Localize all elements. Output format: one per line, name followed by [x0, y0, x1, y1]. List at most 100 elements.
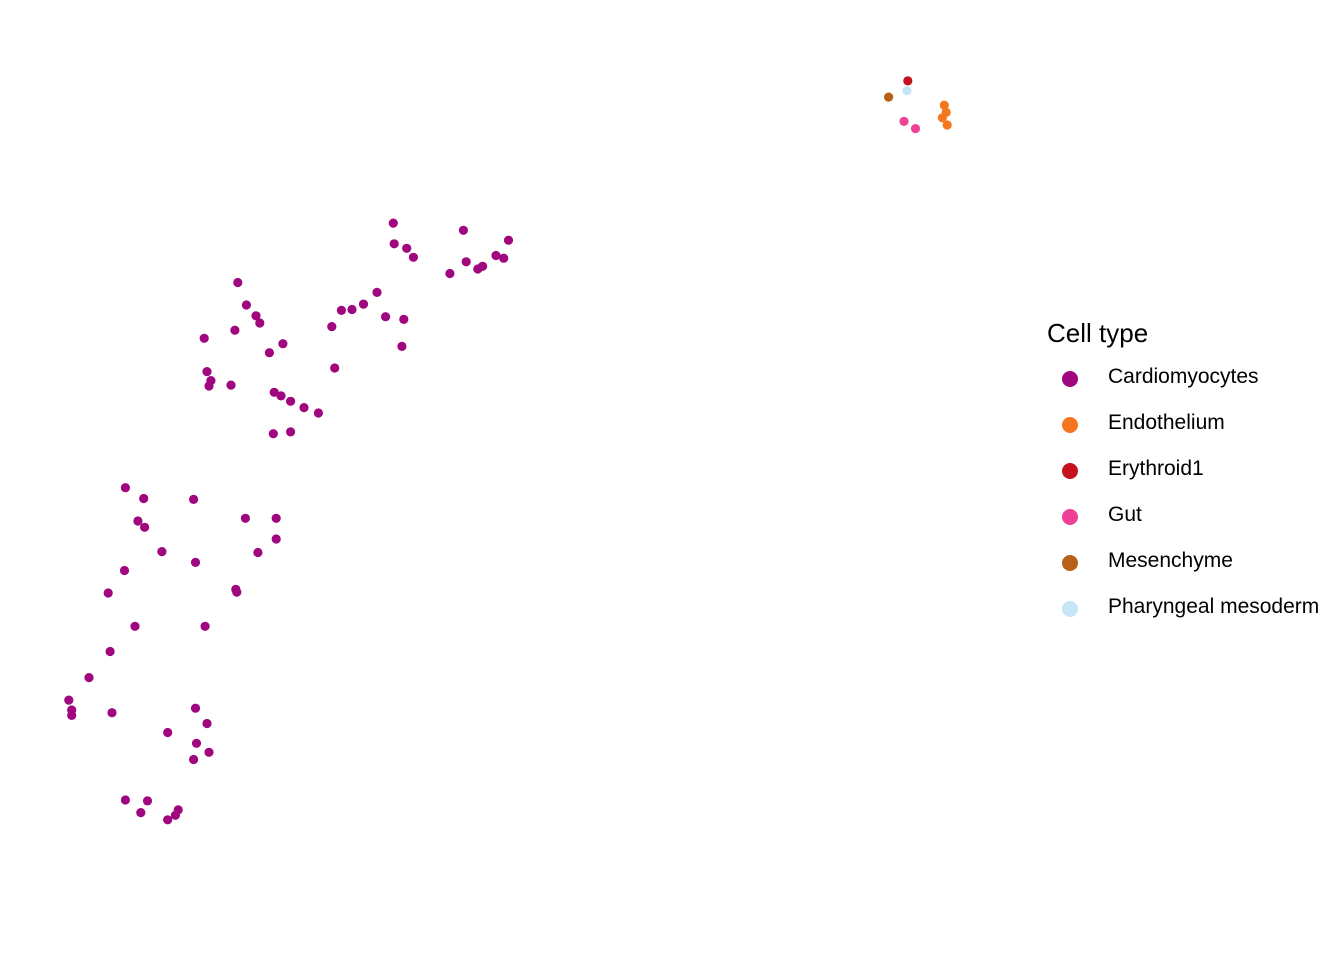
data-point: [902, 86, 912, 96]
series-pharyngeal-mesoderm: [902, 86, 912, 96]
data-point: [381, 312, 391, 322]
data-point: [278, 339, 288, 349]
data-point: [200, 621, 210, 631]
data-point: [271, 513, 281, 523]
data-point: [191, 738, 202, 748]
data-point: [408, 252, 418, 262]
data-point: [884, 92, 894, 102]
data-point: [226, 380, 236, 390]
data-point: [233, 277, 243, 288]
data-point: [286, 427, 296, 437]
data-point: [388, 218, 398, 228]
data-point: [939, 100, 949, 110]
data-point: [107, 708, 117, 718]
series-erythroid1: [903, 76, 913, 86]
data-point: [190, 557, 201, 568]
data-point: [937, 113, 948, 123]
data-point: [402, 243, 412, 253]
data-point: [139, 493, 149, 504]
data-point: [372, 287, 382, 297]
data-point: [358, 299, 369, 309]
data-point: [133, 516, 143, 526]
data-point: [170, 810, 180, 820]
data-point: [232, 587, 242, 597]
data-point: [313, 408, 323, 418]
data-point: [189, 754, 199, 765]
legend-key-dot: [1062, 555, 1078, 571]
data-point: [157, 547, 167, 557]
legend-key-dot: [1062, 509, 1078, 525]
legend-label: Pharyngeal mesoderm: [1108, 595, 1320, 618]
data-point: [397, 341, 407, 351]
data-point: [240, 513, 250, 523]
legend-item: Endothelium: [1047, 407, 1225, 453]
data-point: [163, 815, 173, 825]
legend-label: Cardiomyocytes: [1108, 365, 1259, 388]
legend-key-dot: [1062, 371, 1078, 387]
data-point: [299, 403, 309, 413]
series-gut: [899, 116, 921, 134]
points-layer: [64, 76, 952, 825]
data-point: [140, 522, 150, 532]
legend-label: Gut: [1108, 503, 1142, 526]
data-point: [458, 225, 468, 235]
data-point: [276, 391, 286, 401]
data-point: [230, 325, 240, 335]
series-cardiomyocytes: [64, 218, 514, 825]
data-point: [445, 268, 455, 279]
data-point: [142, 796, 153, 806]
data-point: [286, 396, 296, 406]
data-point: [202, 367, 212, 377]
data-point: [473, 264, 483, 274]
data-point: [499, 253, 509, 263]
data-point: [163, 727, 173, 738]
legend-key-dot: [1062, 417, 1078, 433]
data-point: [120, 795, 130, 805]
series-mesenchyme: [884, 92, 894, 102]
data-point: [119, 565, 130, 576]
data-point: [190, 703, 201, 713]
legend-item: Erythroid1: [1047, 453, 1204, 499]
data-point: [241, 300, 251, 310]
data-point: [269, 387, 279, 397]
legend-item: Mesenchyme: [1047, 545, 1233, 591]
series-endothelium: [937, 100, 952, 130]
data-point: [268, 429, 278, 439]
data-point: [105, 646, 115, 657]
legend-item: Cardiomyocytes: [1047, 361, 1259, 407]
data-point: [103, 588, 113, 598]
data-point: [503, 235, 514, 245]
data-point: [264, 348, 274, 358]
legend-label: Erythroid1: [1108, 457, 1204, 480]
data-point: [389, 239, 399, 249]
data-point: [64, 695, 74, 705]
data-point: [942, 120, 952, 130]
legend-items: Cardiomyocytes Endothelium Erythroid1 Gut Me…: [1047, 361, 1319, 637]
data-point: [120, 483, 130, 493]
data-point: [204, 381, 214, 391]
data-point: [136, 808, 146, 818]
data-point: [204, 747, 214, 757]
data-point: [461, 257, 471, 267]
legend-item: Pharyngeal mesoderm: [1047, 591, 1319, 637]
data-point: [336, 305, 346, 315]
data-point: [327, 322, 337, 332]
data-point: [899, 116, 909, 126]
data-point: [189, 494, 199, 504]
legend-title: Cell type: [1047, 318, 1149, 348]
data-point: [491, 250, 501, 261]
data-point: [199, 333, 209, 343]
legend: Cell type Cardiomyocytes Endothelium Eryth…: [1047, 318, 1319, 637]
legend-item: Gut: [1047, 499, 1148, 545]
data-point: [253, 547, 263, 558]
data-point: [910, 124, 921, 134]
data-point: [330, 363, 340, 373]
data-point: [202, 718, 212, 729]
data-point: [271, 534, 281, 544]
data-point: [67, 710, 77, 721]
data-point: [399, 314, 409, 324]
legend-label: Mesenchyme: [1108, 549, 1233, 572]
data-point: [130, 621, 140, 631]
data-point: [84, 673, 94, 683]
